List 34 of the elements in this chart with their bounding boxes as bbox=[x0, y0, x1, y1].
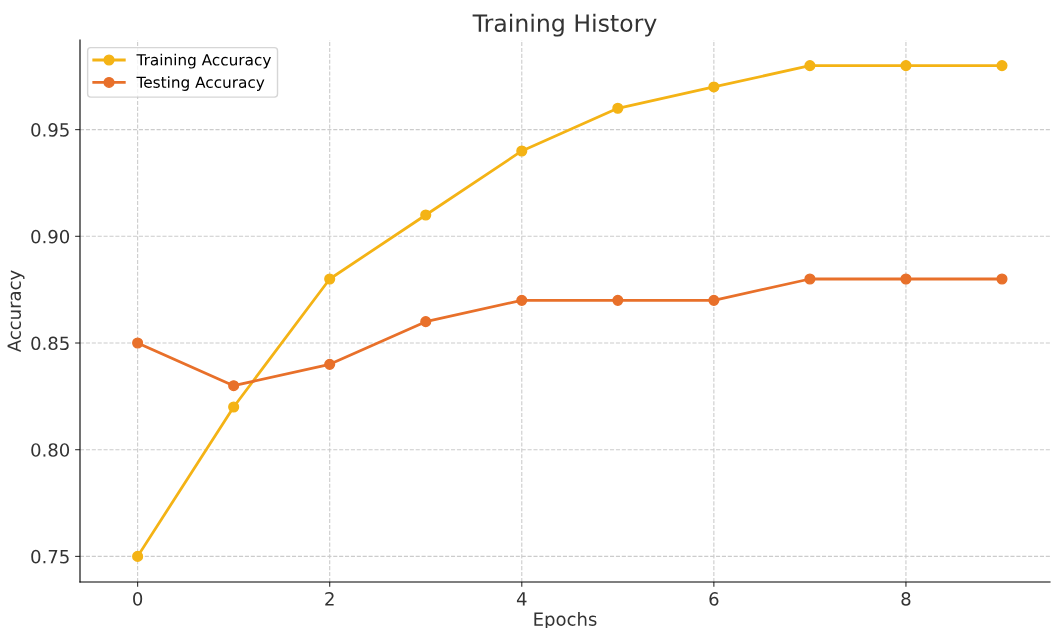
point bbox=[900, 60, 912, 72]
x-tick-label: 0 bbox=[133, 592, 143, 606]
y-tick-label: 0.75 bbox=[31, 549, 69, 564]
point bbox=[996, 60, 1008, 72]
y-tick-label: 0.80 bbox=[31, 443, 70, 457]
point bbox=[516, 294, 528, 306]
legend-label: Training Accuracy bbox=[136, 53, 271, 69]
point bbox=[420, 316, 432, 328]
y-tick-label: 0.85 bbox=[31, 336, 69, 351]
point bbox=[228, 401, 240, 413]
x-tick-label: 6 bbox=[709, 592, 719, 606]
point bbox=[612, 294, 624, 306]
point bbox=[612, 102, 624, 114]
point bbox=[228, 380, 240, 392]
point bbox=[132, 337, 144, 349]
legend-label: Testing Accuracy bbox=[136, 76, 265, 91]
x-tick-label: 8 bbox=[901, 592, 911, 606]
y-tick-label: 0.95 bbox=[31, 123, 69, 137]
point bbox=[324, 358, 336, 370]
point bbox=[516, 145, 528, 157]
point bbox=[804, 273, 816, 285]
point bbox=[708, 81, 720, 93]
chart-title: Training History bbox=[472, 13, 657, 37]
x-tick-label: 4 bbox=[516, 592, 527, 606]
point bbox=[804, 60, 816, 72]
x-tick-label: 2 bbox=[325, 592, 334, 606]
point bbox=[900, 273, 912, 285]
point bbox=[420, 209, 432, 221]
y-tick-label: 0.90 bbox=[31, 229, 70, 244]
point bbox=[324, 273, 336, 285]
point bbox=[708, 294, 720, 306]
point bbox=[132, 550, 144, 562]
y-axis-title: Accuracy bbox=[7, 270, 25, 353]
point bbox=[996, 273, 1008, 285]
